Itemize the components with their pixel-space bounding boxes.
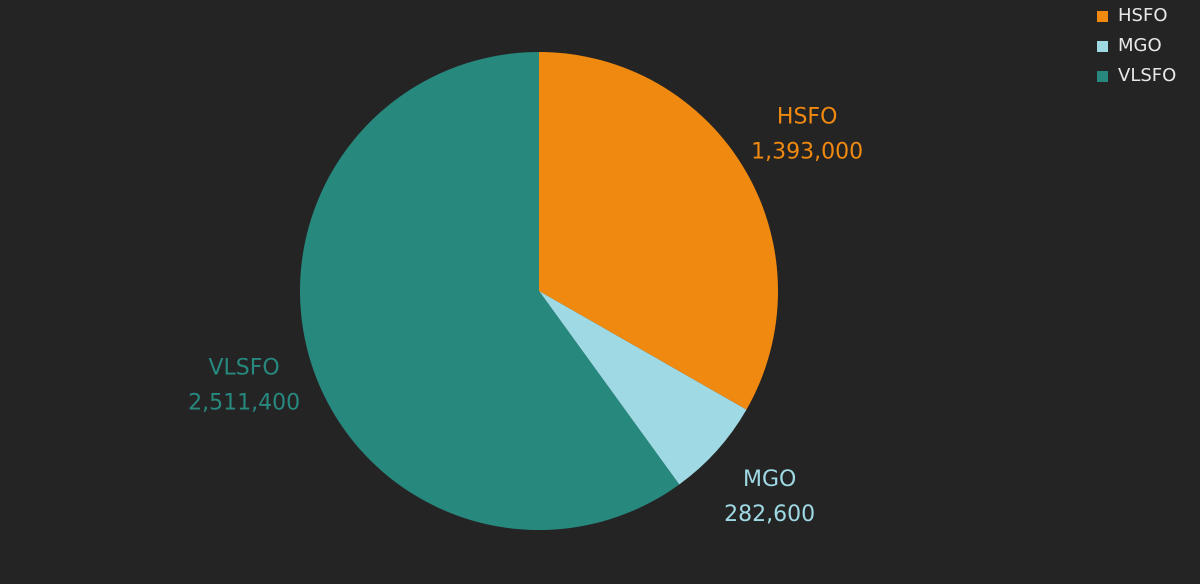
legend-label: MGO: [1118, 35, 1162, 56]
legend-swatch: [1097, 71, 1108, 82]
slice-value: 1,393,000: [751, 139, 863, 164]
pie-slice: [539, 291, 747, 485]
slice-value: 2,511,400: [188, 391, 300, 416]
legend-swatch: [1097, 41, 1108, 52]
pie-slice: [539, 52, 778, 410]
legend-label: HSFO: [1118, 5, 1167, 26]
legend-swatch: [1097, 11, 1108, 22]
pie-slice: [300, 52, 680, 530]
slice-label: MGO: [743, 467, 796, 492]
slice-label: HSFO: [777, 104, 837, 129]
slice-value: 282,600: [724, 502, 815, 527]
slice-label: VLSFO: [208, 356, 279, 381]
legend-label: VLSFO: [1118, 65, 1176, 86]
